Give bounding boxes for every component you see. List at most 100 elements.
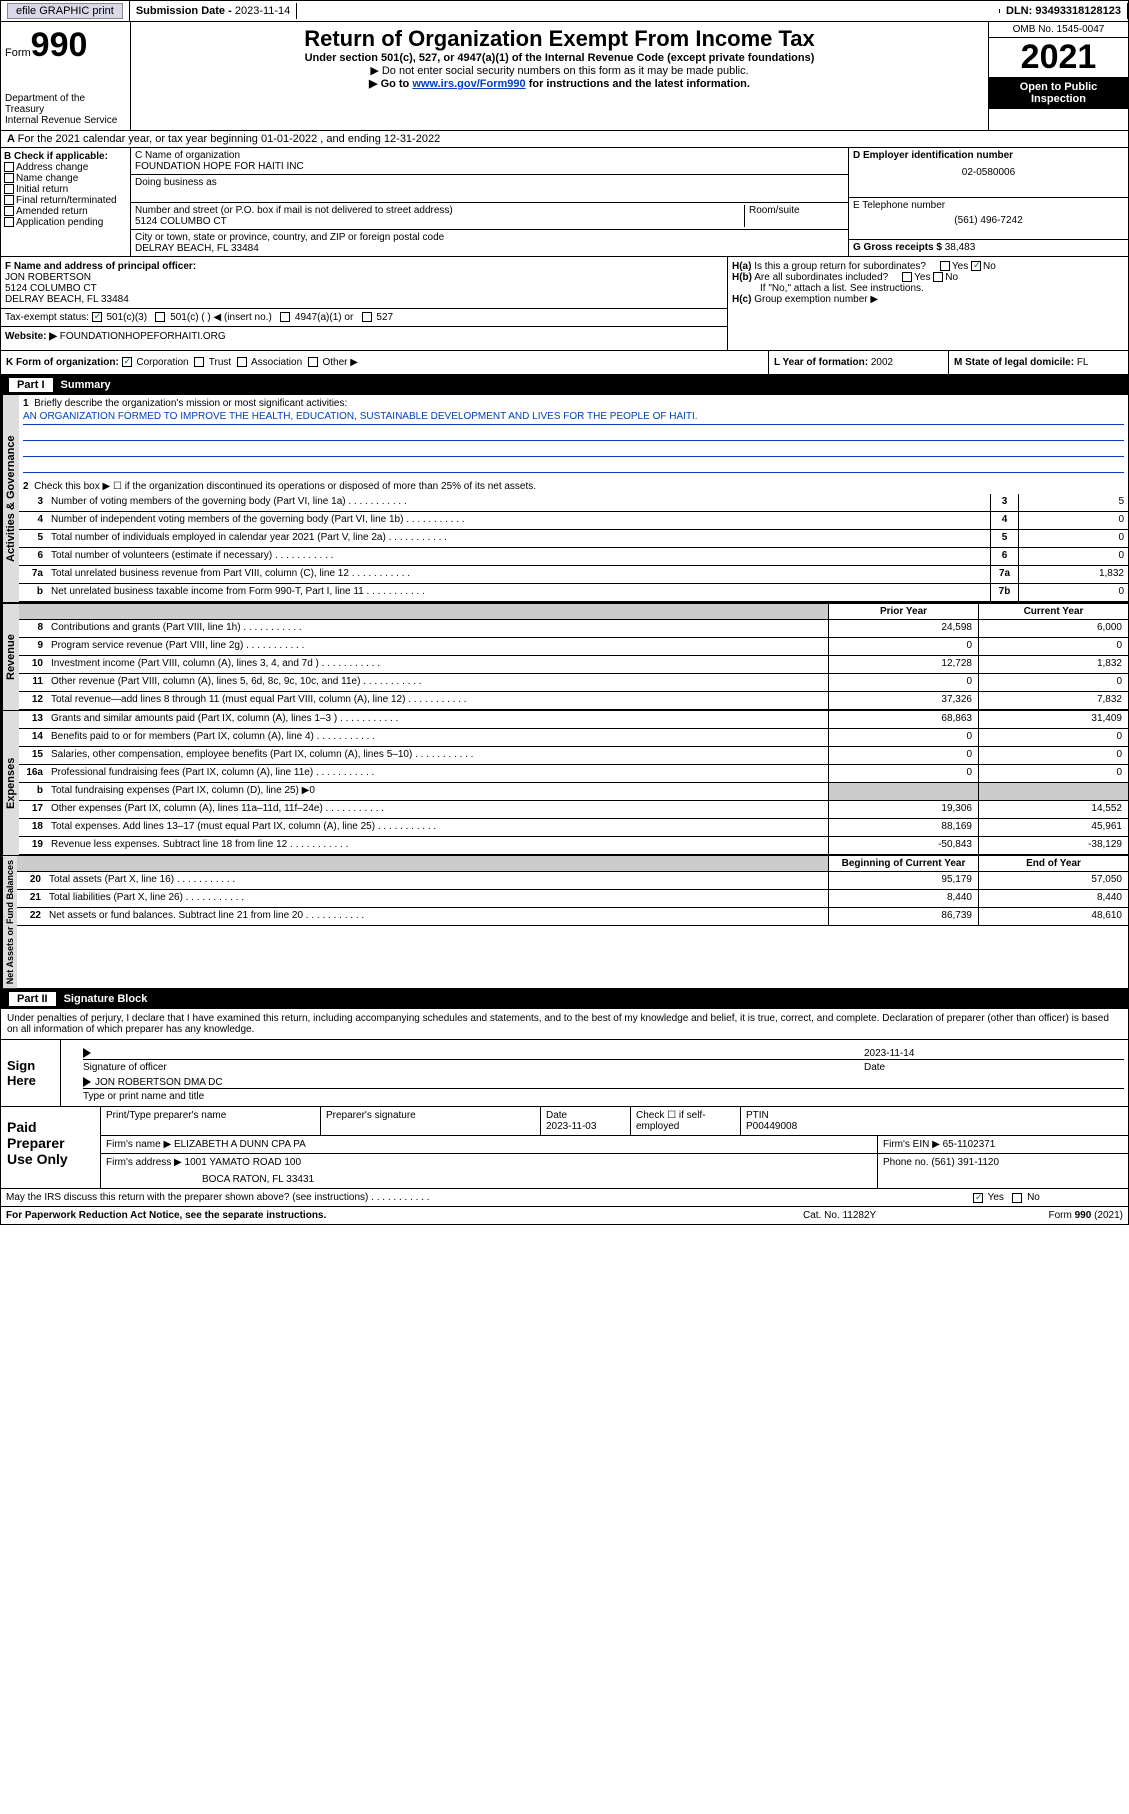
website: FOUNDATIONHOPEFORHAITI.ORG	[60, 331, 226, 342]
form-number: 990	[31, 26, 88, 64]
section-D-label: D Employer identification number	[853, 150, 1013, 161]
chk-address-change[interactable]	[4, 162, 14, 172]
chk-corp[interactable]	[122, 357, 132, 367]
Ha-label: Is this a group return for subordinates?	[754, 261, 926, 272]
ptin-label: PTIN	[746, 1110, 769, 1121]
chk-501c[interactable]	[155, 312, 165, 322]
may-discuss-q: May the IRS discuss this return with the…	[6, 1192, 368, 1203]
section-E-label: E Telephone number	[853, 200, 945, 211]
expense-line: 13Grants and similar amounts paid (Part …	[19, 711, 1128, 729]
chk-trust[interactable]	[194, 357, 204, 367]
gov-line: 5Total number of individuals employed in…	[19, 530, 1128, 548]
form-note-link: ▶ Go to www.irs.gov/Form990 for instruct…	[139, 77, 980, 90]
form-ref: Form 990 (2021)	[983, 1210, 1123, 1221]
chk-Hb-no[interactable]	[933, 272, 943, 282]
chk-app-pending[interactable]	[4, 217, 14, 227]
chk-may-yes[interactable]	[973, 1193, 983, 1203]
section-revenue: Revenue Prior YearCurrent Year 8Contribu…	[0, 602, 1129, 710]
col-end-year: End of Year	[978, 856, 1128, 871]
gov-line: 4Number of independent voting members of…	[19, 512, 1128, 530]
topbar: efile GRAPHIC print Submission Date - 20…	[0, 0, 1129, 22]
mission-text: AN ORGANIZATION FORMED TO IMPROVE THE HE…	[23, 411, 1124, 425]
Hc-label: Group exemption number ▶	[754, 294, 878, 305]
triangle-icon	[83, 1077, 91, 1087]
firm-addr2: BOCA RATON, FL 33431	[202, 1174, 872, 1185]
chk-amended[interactable]	[4, 206, 14, 216]
expense-line: 17Other expenses (Part IX, column (A), l…	[19, 801, 1128, 819]
gross-receipts: 38,483	[945, 242, 976, 253]
declaration: Under penalties of perjury, I declare th…	[0, 1009, 1129, 1040]
expense-line: 14Benefits paid to or for members (Part …	[19, 729, 1128, 747]
dept-treasury: Department of the Treasury Internal Reve…	[5, 93, 126, 126]
room-suite-label: Room/suite	[744, 205, 844, 227]
city-label: City or town, state or province, country…	[135, 232, 444, 243]
sig-officer-label: Signature of officer	[83, 1062, 864, 1073]
chk-initial-return[interactable]	[4, 184, 14, 194]
section-L-label: L Year of formation:	[774, 357, 868, 368]
chk-other[interactable]	[308, 357, 318, 367]
part1-header: Part ISummary	[0, 375, 1129, 395]
paid-preparer-block: Paid Preparer Use Only Print/Type prepar…	[0, 1107, 1129, 1189]
officer-name: JON ROBERTSON	[5, 272, 723, 283]
preparer-name-label: Print/Type preparer's name	[101, 1107, 321, 1135]
expense-line: 19Revenue less expenses. Subtract line 1…	[19, 837, 1128, 855]
chk-527[interactable]	[362, 312, 372, 322]
sign-date: 2023-11-14	[864, 1048, 1124, 1059]
chk-name-change[interactable]	[4, 173, 14, 183]
chk-Hb-yes[interactable]	[902, 272, 912, 282]
preparer-sig-label: Preparer's signature	[321, 1107, 541, 1135]
section-C-label: C Name of organization	[135, 150, 240, 161]
expense-line: 18Total expenses. Add lines 13–17 (must …	[19, 819, 1128, 837]
form-note-ssn: ▶ Do not enter social security numbers o…	[139, 64, 980, 77]
submission-date: Submission Date - 2023-11-14	[130, 3, 297, 19]
org-name: FOUNDATION HOPE FOR HAITI INC	[135, 161, 304, 172]
pra-notice: For Paperwork Reduction Act Notice, see …	[6, 1210, 803, 1221]
vtab-expenses: Expenses	[1, 711, 19, 855]
section-expenses: Expenses 13Grants and similar amounts pa…	[0, 710, 1129, 855]
efile-button[interactable]: efile GRAPHIC print	[7, 3, 123, 19]
section-K-label: K Form of organization:	[6, 357, 119, 368]
firm-addr-label: Firm's address ▶	[106, 1157, 182, 1168]
vtab-revenue: Revenue	[1, 604, 19, 710]
form-prefix: Form	[5, 47, 31, 59]
open-to-inspection: Open to Public Inspection	[989, 77, 1128, 109]
chk-501c3[interactable]	[92, 312, 102, 322]
tax-year: 2021	[989, 38, 1128, 77]
date-label: Date	[864, 1062, 1124, 1073]
form-subtitle: Under section 501(c), 527, or 4947(a)(1)…	[139, 52, 980, 64]
org-info-block: B Check if applicable: Address change Na…	[0, 148, 1129, 257]
section-B: B Check if applicable: Address change Na…	[1, 148, 131, 256]
expense-line: 15Salaries, other compensation, employee…	[19, 747, 1128, 765]
paid-preparer-label: Paid Preparer Use Only	[1, 1107, 101, 1188]
gov-line: 3Number of voting members of the governi…	[19, 494, 1128, 512]
net-line: 22Net assets or fund balances. Subtract …	[17, 908, 1128, 926]
dln: DLN: 93493318128123	[1000, 3, 1128, 19]
revenue-line: 12Total revenue—add lines 8 through 11 (…	[19, 692, 1128, 710]
chk-Ha-yes[interactable]	[940, 261, 950, 271]
may-discuss-row: May the IRS discuss this return with the…	[0, 1189, 1129, 1207]
section-net-assets: Net Assets or Fund Balances Beginning of…	[0, 855, 1129, 989]
chk-assoc[interactable]	[237, 357, 247, 367]
state-domicile: FL	[1077, 357, 1089, 368]
net-line: 20Total assets (Part X, line 16)95,17957…	[17, 872, 1128, 890]
form-header: Form990 Department of the Treasury Inter…	[0, 22, 1129, 131]
revenue-line: 9Program service revenue (Part VIII, lin…	[19, 638, 1128, 656]
chk-4947[interactable]	[280, 312, 290, 322]
officer-addr1: 5124 COLUMBO CT	[5, 283, 723, 294]
firm-addr1: 1001 YAMATO ROAD 100	[185, 1157, 302, 1168]
revenue-line: 11Other revenue (Part VIII, column (A), …	[19, 674, 1128, 692]
year-formation: 2002	[871, 357, 893, 368]
chk-may-no[interactable]	[1012, 1193, 1022, 1203]
chk-Ha-no[interactable]	[971, 261, 981, 271]
irs-link[interactable]: www.irs.gov/Form990	[412, 78, 525, 90]
addr-label: Number and street (or P.O. box if mail i…	[135, 205, 453, 216]
firm-name: ELIZABETH A DUNN CPA PA	[174, 1139, 306, 1150]
officer-printed-name: JON ROBERTSON DMA DC	[95, 1077, 1124, 1088]
firm-ein-label: Firm's EIN ▶	[883, 1139, 940, 1150]
ein: 02-0580006	[853, 167, 1124, 178]
vtab-net-assets: Net Assets or Fund Balances	[1, 856, 17, 988]
net-line: 21Total liabilities (Part X, line 26)8,4…	[17, 890, 1128, 908]
q2-text: Check this box ▶ ☐ if the organization d…	[34, 481, 536, 492]
chk-final-return[interactable]	[4, 195, 14, 205]
firm-ein: 65-1102371	[943, 1139, 996, 1150]
